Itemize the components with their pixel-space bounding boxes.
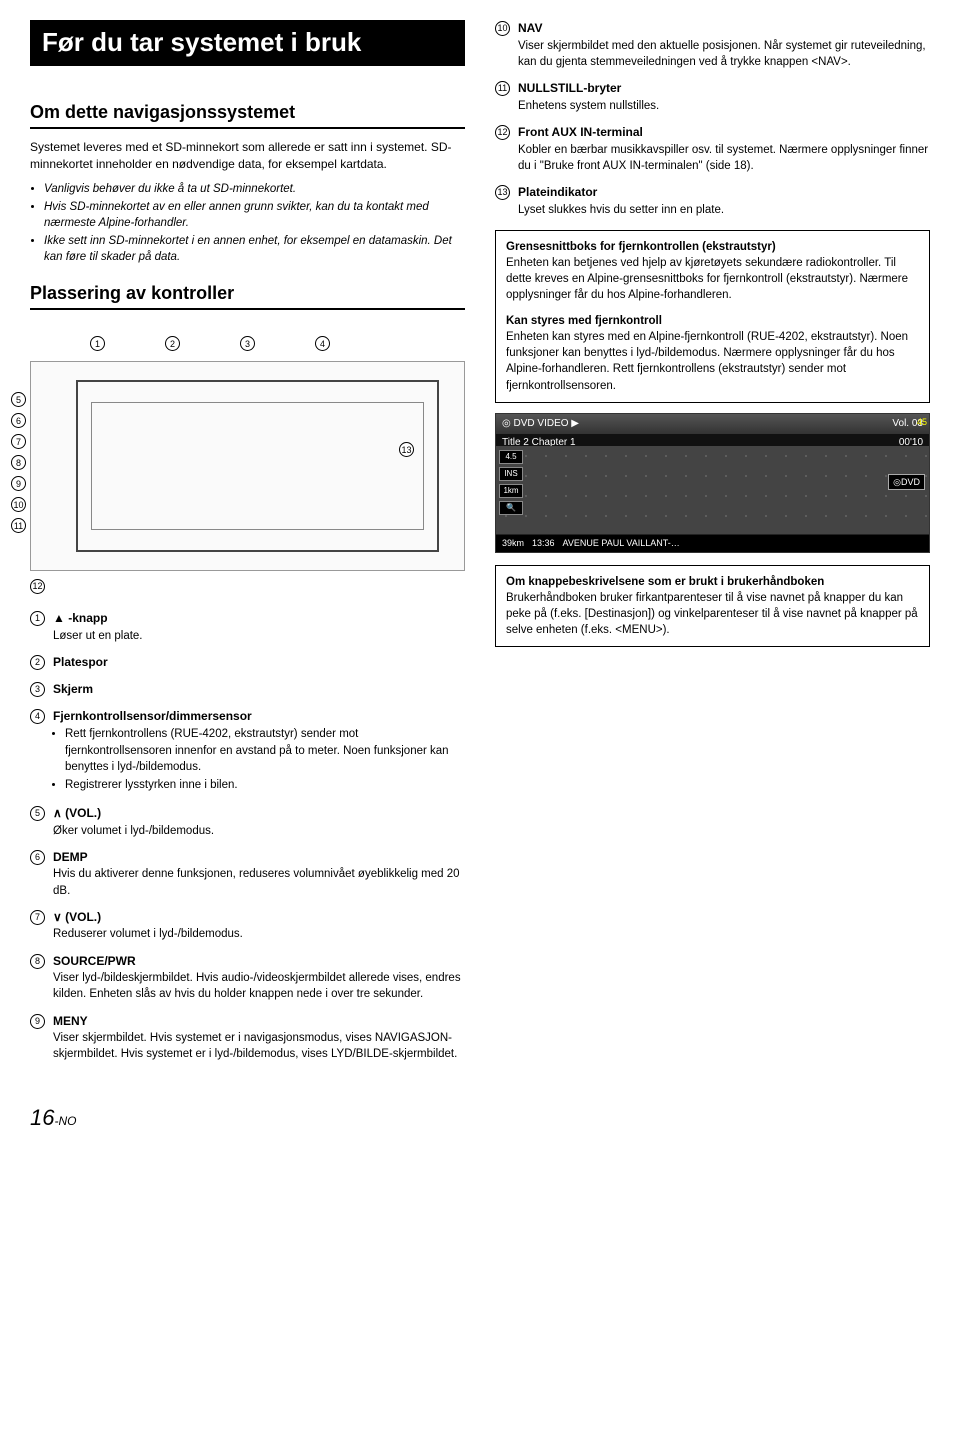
control-item: 5 ∧ (VOL.)Øker volumet i lyd-/bildemodus. — [30, 805, 465, 839]
diagram-label: 1 — [90, 336, 105, 351]
diagram-label: 6 — [11, 413, 26, 428]
controls-diagram: 5 6 7 8 9 10 11 13 — [30, 361, 465, 571]
item-title: ∨ (VOL.) — [53, 909, 465, 926]
item-title: MENY — [53, 1013, 465, 1030]
items-left-list: 1 ▲ -knappLøser ut en plate. 2 Platespor 3 Sk… — [30, 610, 465, 1062]
item-desc: Kobler en bærbar musikkavspiller osv. ti… — [518, 142, 930, 174]
info2-body: Brukerhåndboken bruker firkantparenteser… — [506, 592, 918, 636]
item-bullet: Rett fjernkontrollens (RUE-4202, ekstrau… — [65, 726, 465, 774]
item-title: Platespor — [53, 654, 465, 671]
item-desc: Enhetens system nullstilles. — [518, 98, 930, 114]
diagram-label: 3 — [240, 336, 255, 351]
item-number: 3 — [30, 682, 45, 697]
control-item: 9 MENYViser skjermbildet. Hvis systemet e… — [30, 1013, 465, 1063]
item-title: NAV — [518, 20, 930, 37]
item-number: 10 — [495, 21, 510, 36]
item-desc: Øker volumet i lyd-/bildemodus. — [53, 823, 465, 839]
section-about-heading: Om dette navigasjonssystemet — [30, 100, 465, 129]
diagram-label: 8 — [11, 455, 26, 470]
diagram-label: 10 — [11, 497, 26, 512]
about-p1: Systemet leveres med et SD-minnekort som… — [30, 139, 465, 173]
control-item: 10 NAVViser skjermbildet med den aktuelle… — [495, 20, 930, 70]
ss-side-icon: 4.5 — [499, 450, 523, 464]
item-number: 1 — [30, 611, 45, 626]
item-number: 6 — [30, 850, 45, 865]
item-number: 7 — [30, 910, 45, 925]
diagram-label: 11 — [11, 518, 26, 533]
diagram-label: 2 — [165, 336, 180, 351]
diagram-label: 12 — [30, 579, 45, 594]
nav-screenshot: ◎ DVD VIDEO ▶ Vol. 03 Title 2 Chapter 1 … — [495, 413, 930, 553]
info1-b1-body: Enheten kan betjenes ved hjelp av kjøret… — [506, 257, 908, 301]
about-bullet: Vanligvis behøver du ikke å ta ut SD-min… — [44, 181, 465, 197]
info2-title: Om knappebeskrivelsene som er brukt i br… — [506, 574, 919, 590]
diagram-label: 4 — [315, 336, 330, 351]
control-item: 4 Fjernkontrollsensor/dimmersensorRett fj… — [30, 708, 465, 795]
diagram-label: 5 — [11, 392, 26, 407]
info1-b2-title: Kan styres med fjernkontroll — [506, 313, 919, 329]
item-title: SOURCE/PWR — [53, 953, 465, 970]
page-header: Før du tar systemet i bruk — [30, 20, 465, 66]
ss-side-icon: INS — [499, 467, 523, 481]
control-item: 3 Skjerm — [30, 681, 465, 698]
page-title: Før du tar systemet i bruk — [42, 28, 453, 58]
item-title: Fjernkontrollsensor/dimmersensor — [53, 708, 465, 725]
item-title: Skjerm — [53, 681, 465, 698]
control-item: 7 ∨ (VOL.)Reduserer volumet i lyd-/bildem… — [30, 909, 465, 943]
item-number: 11 — [495, 81, 510, 96]
item-desc: Viser skjermbildet. Hvis systemet er i n… — [53, 1030, 465, 1062]
about-bullets: Vanligvis behøver du ikke å ta ut SD-min… — [30, 181, 465, 265]
item-title: Front AUX IN-terminal — [518, 124, 930, 141]
item-number: 13 — [495, 185, 510, 200]
item-number: 2 — [30, 655, 45, 670]
info1-b1-title: Grensesnittboks for fjernkontrollen (eks… — [506, 239, 919, 255]
item-desc: Lyset slukkes hvis du setter inn en plat… — [518, 202, 930, 218]
ss-top-left: ◎ DVD VIDEO ▶ — [502, 417, 579, 431]
item-desc: Løser ut en plate. — [53, 628, 465, 644]
ss-side-icon: 🔍 — [499, 501, 523, 515]
item-bullets: Rett fjernkontrollens (RUE-4202, ekstrau… — [65, 726, 465, 792]
item-title: Plateindikator — [518, 184, 930, 201]
section-controls-heading: Plassering av kontroller — [30, 281, 465, 310]
item-number: 5 — [30, 806, 45, 821]
item-desc: Hvis du aktiverer denne funksjonen, redu… — [53, 866, 465, 898]
item-number: 4 — [30, 709, 45, 724]
control-item: 6 DEMPHvis du aktiverer denne funksjonen,… — [30, 849, 465, 899]
item-title: ∧ (VOL.) — [53, 805, 465, 822]
item-title: ▲ -knapp — [53, 610, 465, 627]
item-number: 9 — [30, 1014, 45, 1029]
control-item: 11 NULLSTILL-bryterEnhetens system nullst… — [495, 80, 930, 114]
item-number: 12 — [495, 125, 510, 140]
control-item: 8 SOURCE/PWRViser lyd-/bildeskjermbildet.… — [30, 953, 465, 1003]
item-desc: Reduserer volumet i lyd-/bildemodus. — [53, 926, 465, 942]
about-bullet: Hvis SD-minnekortet av en eller annen gr… — [44, 199, 465, 231]
ss-side-icon: 1km — [499, 484, 523, 498]
item-title: NULLSTILL-bryter — [518, 80, 930, 97]
info1-b2-body: Enheten kan styres med en Alpine-fjernko… — [506, 331, 908, 391]
item-title: DEMP — [53, 849, 465, 866]
item-desc: Viser lyd-/bildeskjermbildet. Hvis audio… — [53, 970, 465, 1002]
info-box-1: Grensesnittboks for fjernkontrollen (eks… — [495, 230, 930, 403]
ss-bottom-time: 13:36 — [532, 537, 555, 550]
control-item: 1 ▲ -knappLøser ut en plate. — [30, 610, 465, 644]
control-item: 12 Front AUX IN-terminalKobler en bærbar … — [495, 124, 930, 174]
ss-corner: 45 — [917, 416, 927, 429]
ss-bottom-street: AVENUE PAUL VAILLANT-… — [563, 537, 680, 550]
ss-dvd-badge: ◎DVD — [888, 474, 925, 491]
item-desc: Viser skjermbildet med den aktuelle posi… — [518, 38, 930, 70]
page-number: 16-NO — [30, 1103, 930, 1134]
about-bullet: Ikke sett inn SD-minnekortet i en annen … — [44, 233, 465, 265]
control-item: 13 PlateindikatorLyset slukkes hvis du se… — [495, 184, 930, 218]
control-item: 2 Platespor — [30, 654, 465, 671]
item-bullet: Registrerer lysstyrken inne i bilen. — [65, 777, 465, 793]
ss-bottom-dist: 39km — [502, 537, 524, 550]
info-box-2: Om knappebeskrivelsene som er brukt i br… — [495, 565, 930, 647]
diagram-label: 7 — [11, 434, 26, 449]
item-number: 8 — [30, 954, 45, 969]
diagram-label: 9 — [11, 476, 26, 491]
items-right-list: 10 NAVViser skjermbildet med den aktuelle… — [495, 20, 930, 218]
